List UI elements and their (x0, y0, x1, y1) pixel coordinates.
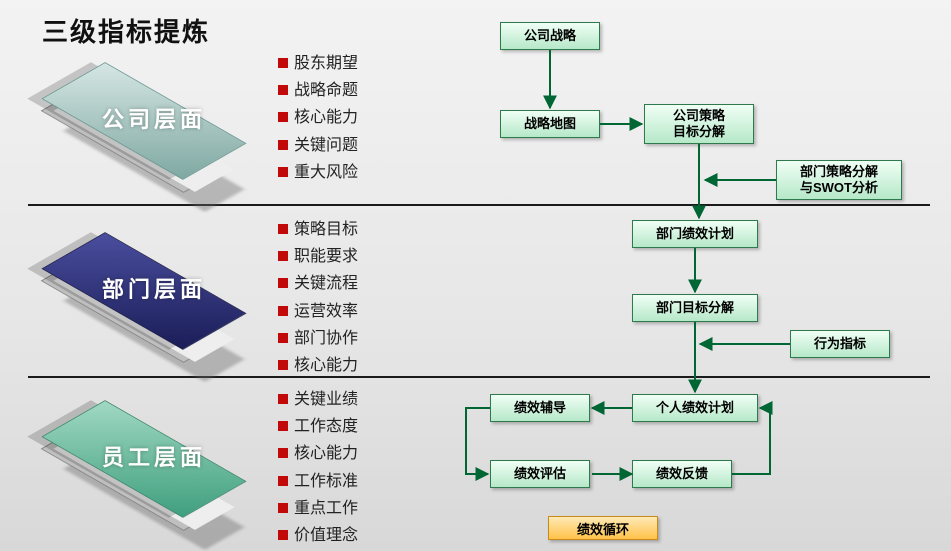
flow-box-b8: 个人绩效计划 (632, 394, 758, 422)
bullet-icon (278, 224, 288, 234)
bullet-icon (278, 448, 288, 458)
bullet-item: 核心能力 (278, 352, 438, 379)
bullet-item: 价值理念 (278, 522, 438, 549)
flow-box-b5: 部门绩效计划 (632, 220, 758, 248)
bullet-item: 战略命题 (278, 77, 438, 104)
bullet-item: 工作标准 (278, 468, 438, 495)
tile-2: 员工层面 (44, 400, 264, 530)
bullet-icon (278, 333, 288, 343)
flow-box-b9: 绩效辅导 (490, 394, 590, 422)
flow-box-b7: 行为指标 (790, 330, 890, 358)
bullet-item: 关键流程 (278, 270, 438, 297)
bullet-group-1: 策略目标职能要求关键流程运营效率部门协作核心能力 (278, 216, 438, 379)
bullet-item: 部门协作 (278, 325, 438, 352)
bullet-item: 股东期望 (278, 50, 438, 77)
bullet-item: 重大风险 (278, 159, 438, 186)
flow-box-b11: 绩效反馈 (632, 460, 732, 488)
bullet-icon (278, 476, 288, 486)
bullet-icon (278, 530, 288, 540)
bullet-item: 工作态度 (278, 413, 438, 440)
bullet-item: 重点工作 (278, 495, 438, 522)
flow-box-b1: 公司战略 (500, 22, 600, 50)
bullet-icon (278, 58, 288, 68)
bullet-icon (278, 251, 288, 261)
bullet-item: 核心能力 (278, 104, 438, 131)
bullet-icon (278, 167, 288, 177)
bullet-icon (278, 85, 288, 95)
bullet-icon (278, 140, 288, 150)
tile-label: 部门层面 (44, 272, 264, 304)
bullet-item: 关键问题 (278, 132, 438, 159)
flow-box-cycle: 绩效循环 (548, 516, 658, 540)
bullet-icon (278, 306, 288, 316)
bullet-icon (278, 278, 288, 288)
bullet-icon (278, 503, 288, 513)
bullet-item: 职能要求 (278, 243, 438, 270)
bullet-group-2: 关键业绩工作态度核心能力工作标准重点工作价值理念 (278, 386, 438, 549)
flow-box-b2: 战略地图 (500, 110, 600, 138)
bullet-item: 策略目标 (278, 216, 438, 243)
divider-2 (28, 376, 930, 378)
bullet-icon (278, 360, 288, 370)
bullet-item: 核心能力 (278, 440, 438, 467)
bullet-item: 运营效率 (278, 298, 438, 325)
flow-box-b6: 部门目标分解 (632, 294, 758, 322)
bullet-icon (278, 421, 288, 431)
tile-1: 部门层面 (44, 232, 264, 362)
page-title: 三级指标提炼 (42, 12, 210, 49)
divider-1 (28, 204, 930, 206)
tile-0: 公司层面 (44, 62, 264, 192)
tile-label: 员工层面 (44, 440, 264, 472)
arrow (466, 408, 490, 474)
bullet-item: 关键业绩 (278, 386, 438, 413)
bullet-group-0: 股东期望战略命题核心能力关键问题重大风险 (278, 50, 438, 186)
flow-box-b3: 公司策略 目标分解 (644, 104, 754, 144)
bullet-icon (278, 112, 288, 122)
flow-box-b10: 绩效评估 (490, 460, 590, 488)
flow-box-b4: 部门策略分解 与SWOT分析 (776, 160, 902, 200)
bullet-icon (278, 394, 288, 404)
tile-label: 公司层面 (44, 102, 264, 134)
